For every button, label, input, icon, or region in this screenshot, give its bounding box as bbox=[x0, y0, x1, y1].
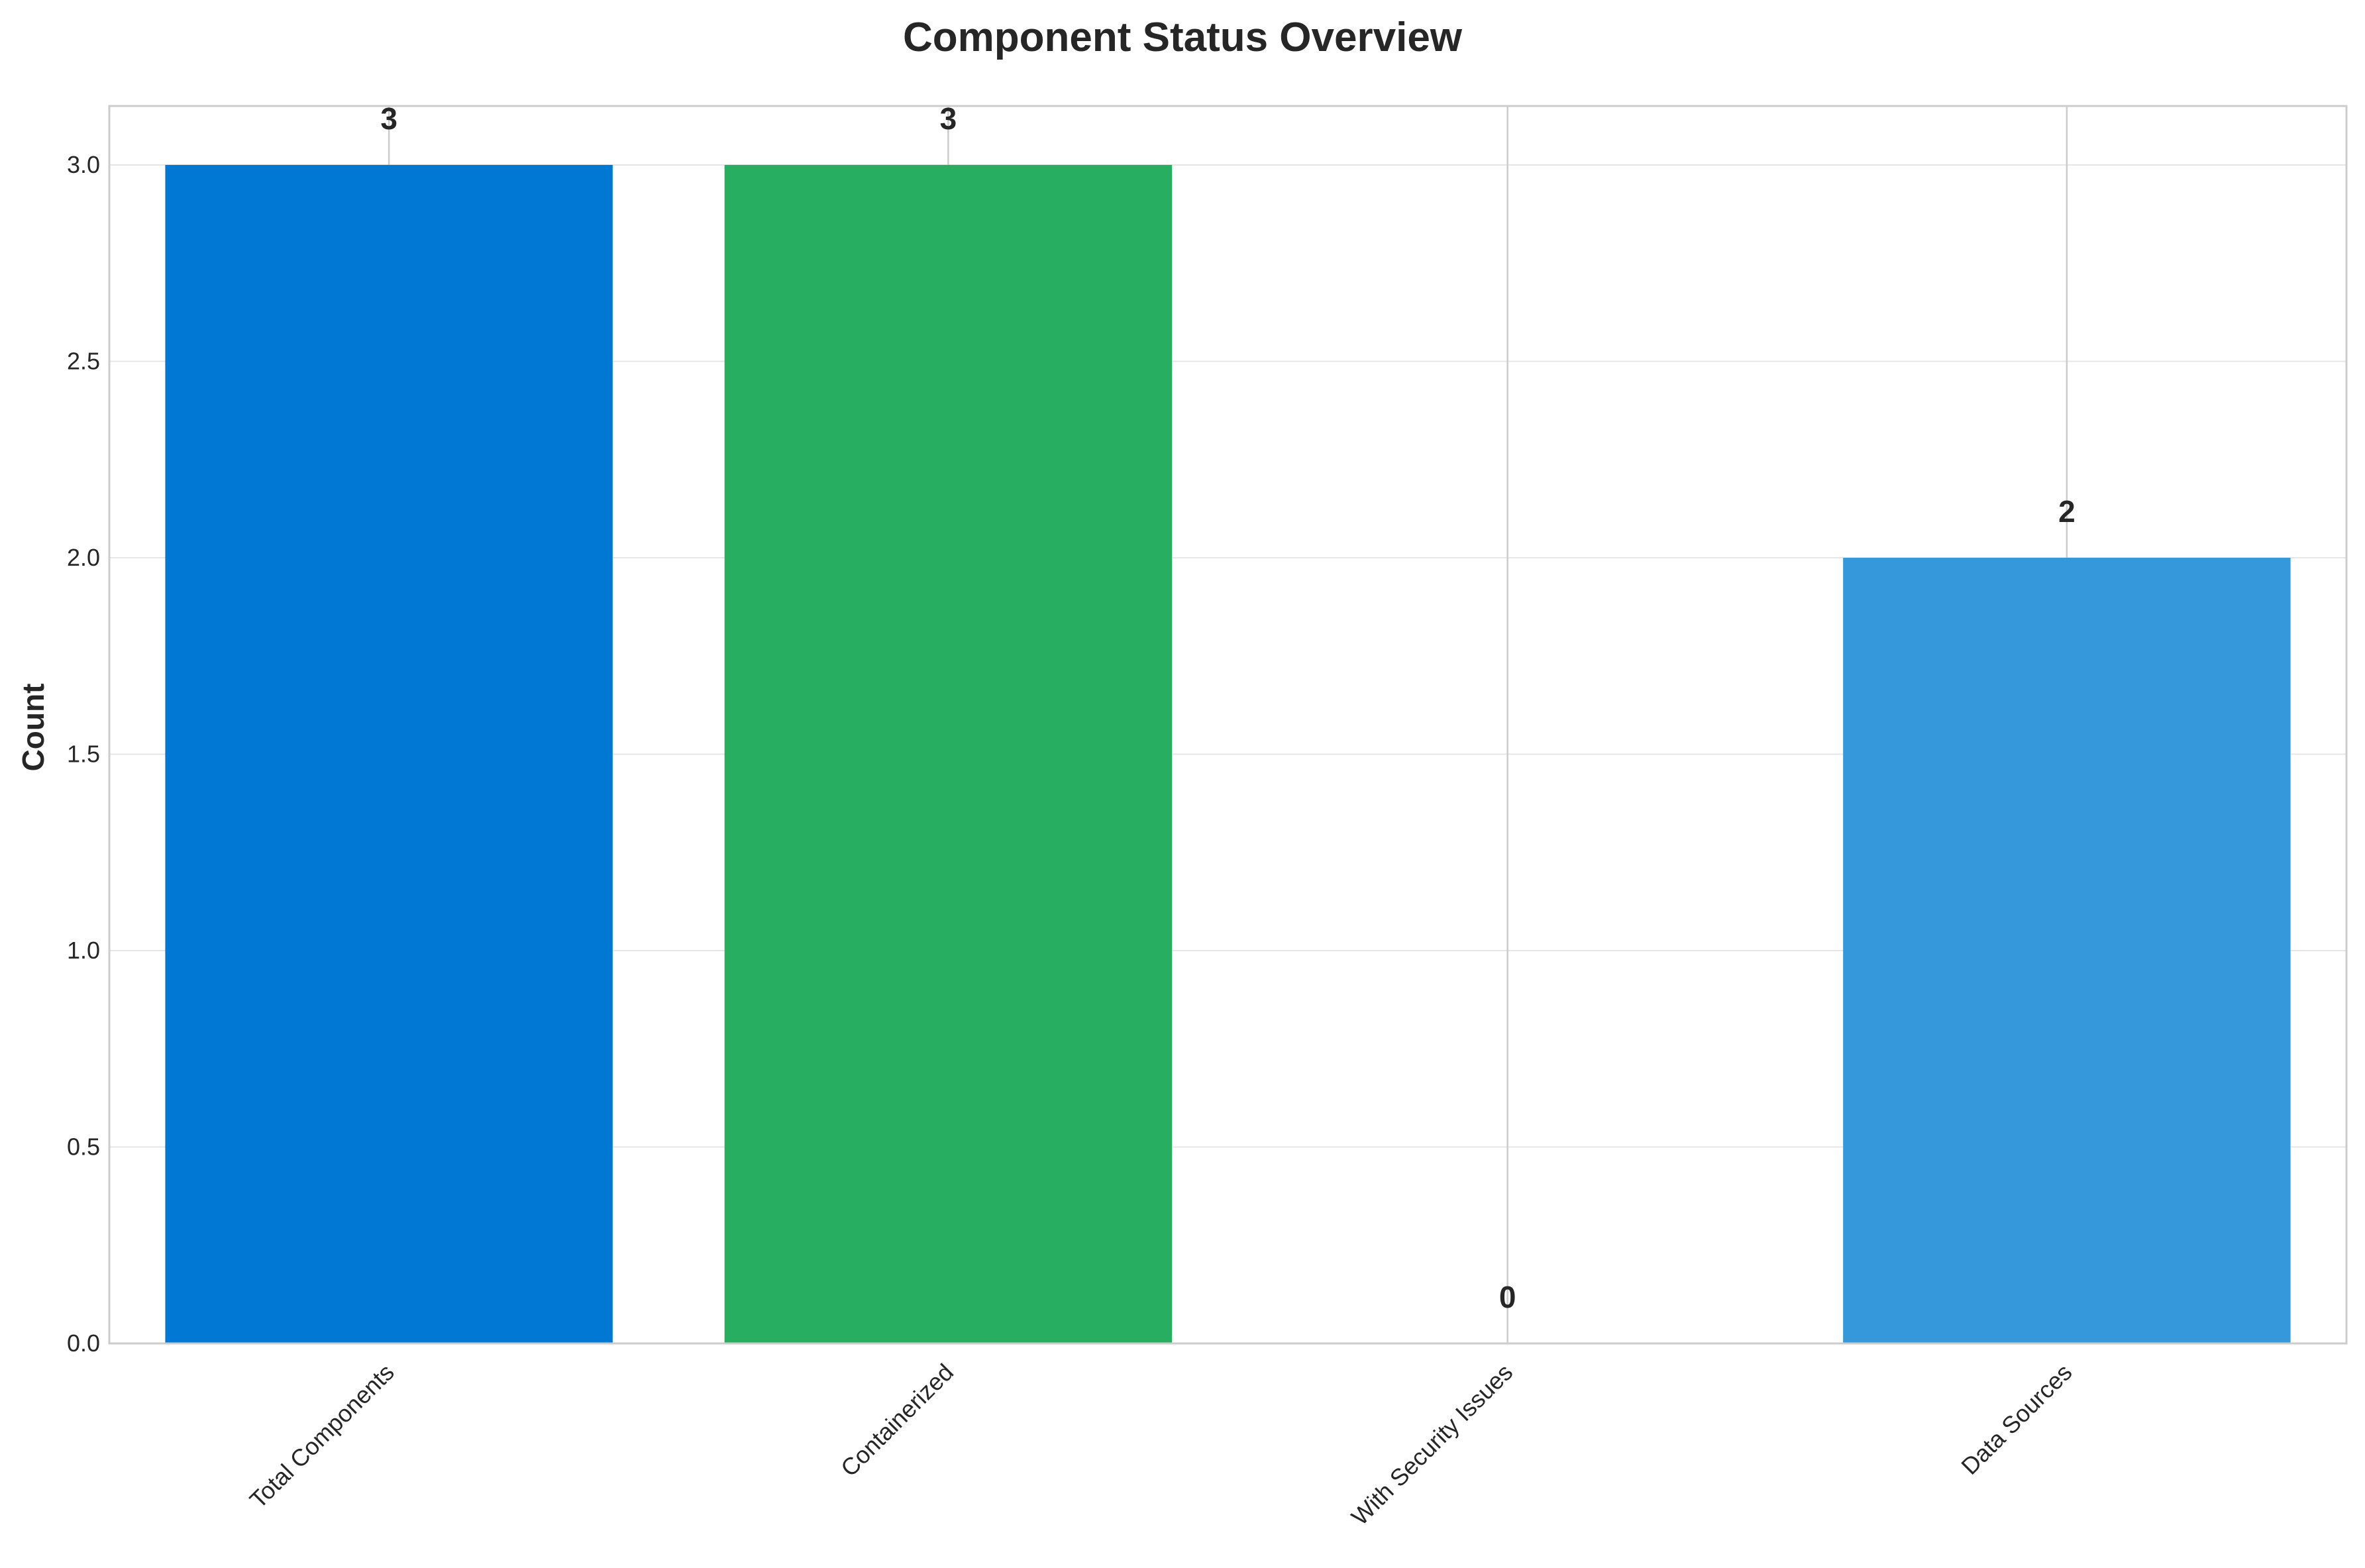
x-tick-label: Data Sources bbox=[1956, 1359, 2077, 1480]
bar-data-sources bbox=[1843, 557, 2291, 1343]
value-label: 2 bbox=[2058, 494, 2076, 529]
x-tick-label: Total Components bbox=[244, 1359, 399, 1514]
y-tick-label: 3.0 bbox=[67, 151, 100, 178]
value-labels: 3 3 0 2 bbox=[380, 101, 2075, 1314]
y-tick-label: 1.5 bbox=[67, 740, 100, 767]
y-tick-label: 2.5 bbox=[67, 347, 100, 374]
y-tick-label: 0.5 bbox=[67, 1133, 100, 1160]
y-tick-label: 0.0 bbox=[67, 1330, 100, 1357]
y-tick-label: 2.0 bbox=[67, 544, 100, 571]
value-label: 3 bbox=[940, 101, 957, 136]
x-tick-label: Containerized bbox=[835, 1359, 959, 1482]
bar-containerized bbox=[724, 164, 1173, 1343]
axes-frame bbox=[108, 105, 2348, 1345]
chart-title: Component Status Overview bbox=[903, 15, 1463, 60]
plot-frame bbox=[108, 105, 2348, 1345]
y-axis-label: Count bbox=[16, 684, 50, 772]
bar-total-components bbox=[165, 164, 613, 1343]
x-axis-ticks: Total Components Containerized With Securi… bbox=[244, 1359, 2077, 1531]
value-label: 0 bbox=[1499, 1280, 1516, 1314]
bars bbox=[165, 164, 2291, 1343]
y-axis-ticks: 0.0 0.5 1.0 1.5 2.0 2.5 3.0 bbox=[67, 151, 100, 1357]
x-tick-label: With Security Issues bbox=[1346, 1359, 1518, 1531]
y-tick-label: 1.0 bbox=[67, 937, 100, 964]
value-label: 3 bbox=[380, 101, 397, 136]
